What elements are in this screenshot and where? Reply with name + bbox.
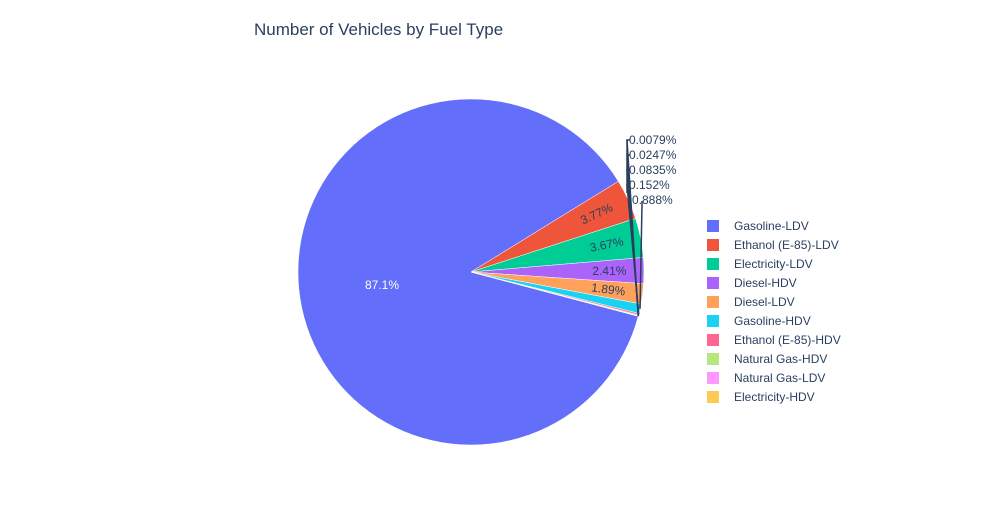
slice-label: 0.0247% xyxy=(629,148,677,162)
legend-item[interactable]: Gasoline-HDV xyxy=(707,311,841,330)
legend-label: Electricity-HDV xyxy=(734,389,815,404)
legend-swatch xyxy=(707,257,719,270)
legend-item[interactable]: Diesel-HDV xyxy=(707,273,841,292)
label-leader-line xyxy=(626,139,639,317)
legend-label: Ethanol (E-85)-HDV xyxy=(734,332,841,347)
legend-swatch xyxy=(707,390,719,403)
legend-label: Natural Gas-LDV xyxy=(734,370,826,385)
slice-label: 87.1% xyxy=(365,278,399,292)
legend-label: Natural Gas-HDV xyxy=(734,351,828,366)
legend-swatch xyxy=(707,333,719,346)
legend-label: Ethanol (E-85)-LDV xyxy=(734,237,839,252)
legend-item[interactable]: Ethanol (E-85)-LDV xyxy=(707,235,841,254)
slice-label: 1.89% xyxy=(591,280,627,298)
legend-swatch xyxy=(707,219,719,232)
legend: Gasoline-LDV Ethanol (E-85)-LDV Electricit… xyxy=(707,216,841,406)
legend-swatch xyxy=(707,238,719,251)
slice-label: 0.0835% xyxy=(629,163,677,177)
chart-title: Number of Vehicles by Fuel Type xyxy=(254,20,504,39)
slice-label: 0.0079% xyxy=(629,133,677,147)
legend-item[interactable]: Ethanol (E-85)-HDV xyxy=(707,330,841,349)
legend-swatch xyxy=(707,295,719,308)
legend-item[interactable]: Natural Gas-HDV xyxy=(707,349,841,368)
legend-label: Gasoline-HDV xyxy=(734,313,811,328)
legend-swatch xyxy=(707,371,719,384)
legend-item[interactable]: Diesel-LDV xyxy=(707,292,841,311)
legend-label: Electricity-LDV xyxy=(734,256,813,271)
label-leader-line xyxy=(639,200,643,309)
legend-item[interactable]: Natural Gas-LDV xyxy=(707,368,841,387)
legend-label: Diesel-LDV xyxy=(734,294,795,309)
legend-item[interactable]: Gasoline-LDV xyxy=(707,216,841,235)
legend-label: Diesel-HDV xyxy=(734,275,797,290)
legend-item[interactable]: Electricity-HDV xyxy=(707,387,841,406)
legend-item[interactable]: Electricity-LDV xyxy=(707,254,841,273)
legend-swatch xyxy=(707,314,719,327)
legend-swatch xyxy=(707,352,719,365)
slice-label: 2.41% xyxy=(592,264,626,278)
slice-label: 0.888% xyxy=(632,193,673,207)
slice-label: 3.67% xyxy=(589,234,625,255)
legend-swatch xyxy=(707,276,719,289)
legend-label: Gasoline-LDV xyxy=(734,218,809,233)
slice-label: 0.152% xyxy=(629,178,670,192)
pie-slice-gasoline-ldv[interactable] xyxy=(297,98,639,446)
